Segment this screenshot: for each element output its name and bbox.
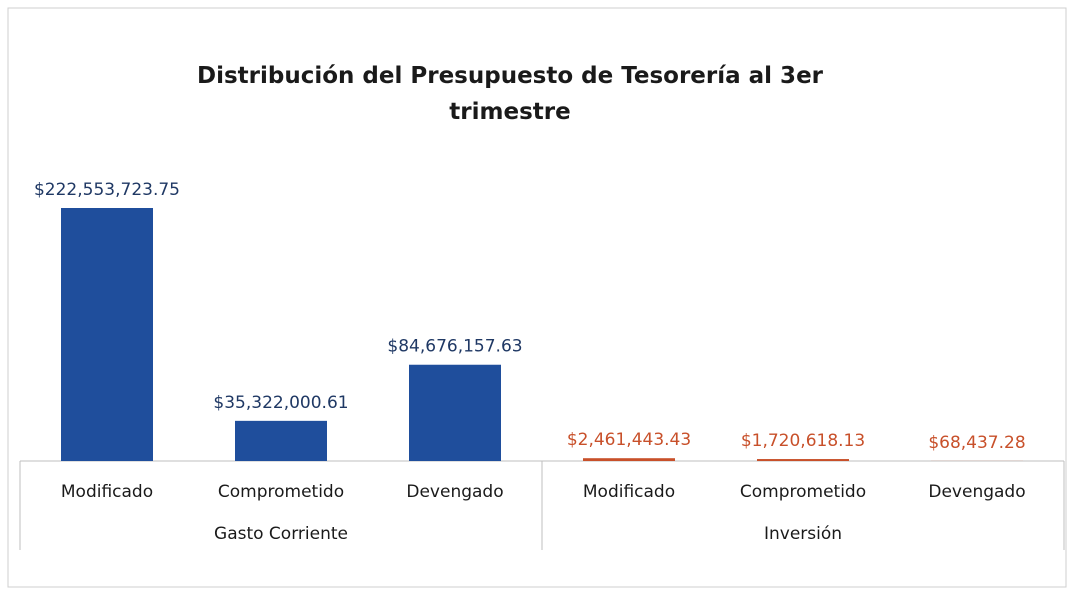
value-label: $222,553,723.75 [34, 180, 180, 200]
value-label: $35,322,000.61 [213, 393, 348, 413]
x-tick-label: Comprometido [218, 482, 344, 502]
x-tick-label: Devengado [406, 482, 503, 502]
group-label: Gasto Corriente [214, 524, 348, 544]
x-tick-label: Modificado [61, 482, 153, 502]
bar [757, 459, 849, 461]
value-label: $1,720,618.13 [741, 431, 865, 451]
bar [235, 420, 327, 461]
x-tick-label: Devengado [928, 482, 1025, 502]
value-label: $68,437.28 [928, 433, 1025, 453]
value-label: $84,676,157.63 [387, 337, 522, 357]
x-tick-label: Modificado [583, 482, 675, 502]
chart-title: Distribución del Presupuesto de Tesorerí… [196, 63, 824, 125]
x-tick-label: Comprometido [740, 482, 866, 502]
value-label: $2,461,443.43 [567, 430, 691, 450]
bar [583, 458, 675, 461]
bar [409, 364, 501, 461]
bar [61, 208, 153, 461]
group-label: Inversión [764, 524, 842, 544]
chart-frame [7, 7, 1067, 588]
